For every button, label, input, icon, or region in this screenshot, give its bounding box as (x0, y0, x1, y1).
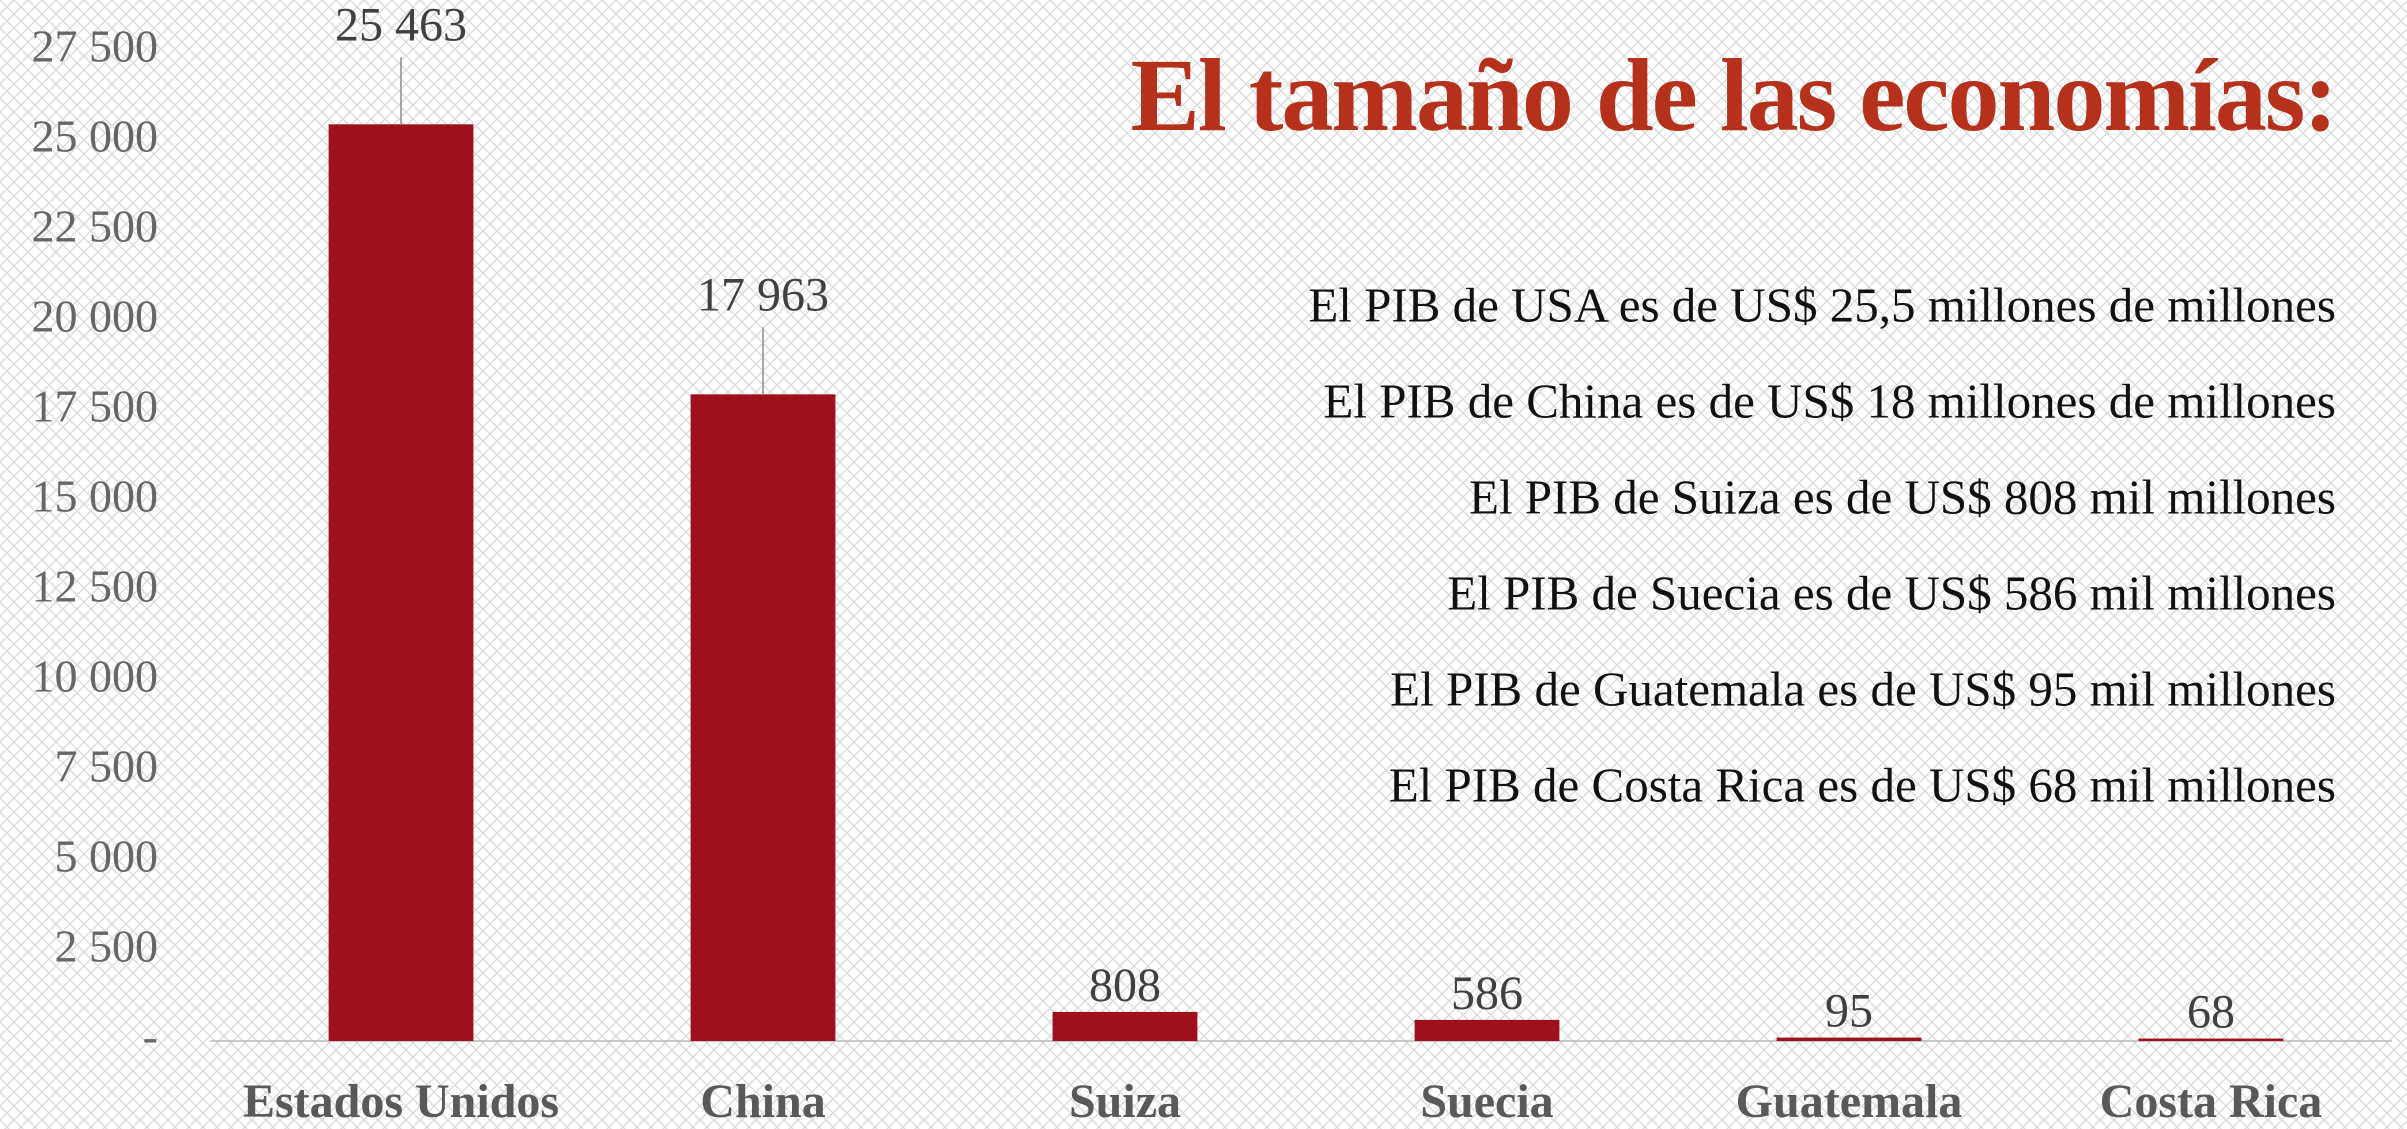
value-label: 808 (1089, 959, 1161, 1012)
bar (328, 124, 474, 1041)
value-label: 17 963 (697, 268, 829, 321)
y-tick-label: 25 000 (32, 111, 159, 162)
bar (1776, 1037, 1922, 1041)
y-tick-label: 5 000 (55, 831, 159, 882)
annotation: El PIB de Suecia es de US$ 586 mil millo… (1447, 565, 2336, 620)
chart-title: El tamaño de las economías: (1130, 38, 2336, 153)
bar (1052, 1011, 1198, 1041)
x-tick-label: Guatemala (1736, 1075, 1963, 1128)
bar (1414, 1019, 1560, 1041)
value-label: 586 (1451, 967, 1523, 1020)
annotation: El PIB de China es de US$ 18 millones de… (1323, 373, 2336, 428)
y-tick-label: 22 500 (32, 201, 159, 252)
value-label: 68 (2187, 986, 2235, 1039)
x-tick-label: Suiza (1069, 1075, 1181, 1128)
annotation: El PIB de Guatemala es de US$ 95 mil mil… (1390, 661, 2336, 716)
annotation: El PIB de USA es de US$ 25,5 millones de… (1308, 277, 2336, 332)
x-tick-label: Estados Unidos (243, 1075, 559, 1128)
value-label: 95 (1825, 985, 1873, 1038)
y-tick-label: 17 500 (32, 381, 159, 432)
annotation: El PIB de Suiza es de US$ 808 mil millon… (1469, 469, 2336, 524)
y-tick-label: 20 000 (32, 291, 159, 342)
annotation: El PIB de Costa Rica es de US$ 68 mil mi… (1389, 757, 2336, 812)
y-tick-label: 7 500 (55, 741, 159, 792)
x-tick-label: Costa Rica (2100, 1075, 2323, 1128)
bar (2138, 1038, 2284, 1041)
value-label: 25 463 (335, 0, 467, 51)
y-tick-label: 15 000 (32, 471, 159, 522)
y-tick-label: 27 500 (32, 21, 159, 72)
y-tick-label: 2 500 (55, 921, 159, 972)
y-tick-label: - (143, 1011, 158, 1062)
y-tick-label: 10 000 (32, 651, 159, 702)
x-tick-label: Suecia (1420, 1075, 1553, 1128)
y-tick-label: 12 500 (32, 561, 159, 612)
bar (690, 394, 836, 1041)
x-tick-label: China (700, 1075, 825, 1128)
